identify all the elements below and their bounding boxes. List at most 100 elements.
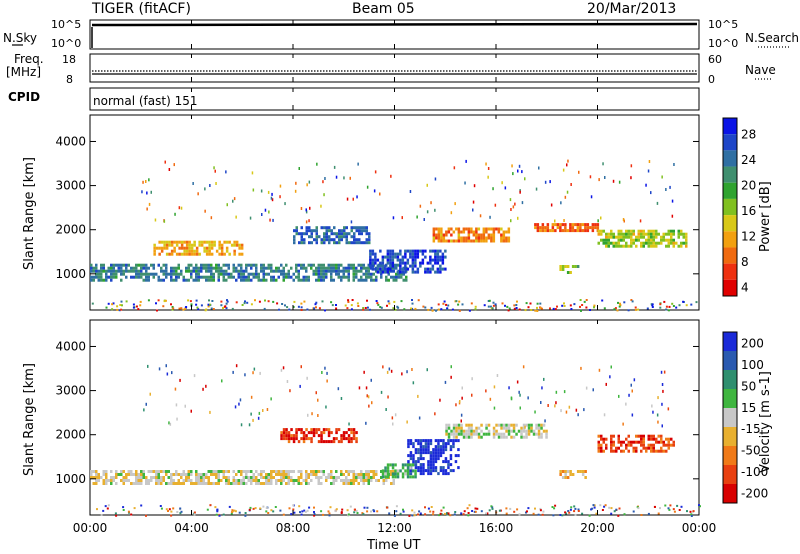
data-cell <box>467 429 471 433</box>
data-cell <box>462 236 466 240</box>
data-cell <box>581 223 585 227</box>
noise-cell <box>233 197 236 201</box>
data-cell <box>381 255 385 259</box>
data-cell <box>584 470 587 473</box>
data-cell <box>150 470 153 473</box>
data-cell <box>300 241 303 245</box>
noise-cell <box>519 406 521 410</box>
noise-cell <box>150 190 152 194</box>
data-cell <box>282 437 286 441</box>
noise-cell <box>326 371 328 375</box>
data-cell <box>322 278 325 282</box>
data-cell <box>120 263 123 267</box>
data-cell <box>369 264 372 268</box>
data-cell <box>627 229 630 233</box>
data-cell <box>655 449 658 453</box>
data-cell <box>389 252 392 256</box>
data-cell <box>332 440 336 444</box>
data-cell <box>160 479 163 482</box>
data-cell <box>207 479 210 482</box>
data-cell <box>475 230 478 234</box>
data-cell <box>120 269 123 273</box>
data-cell <box>419 454 423 458</box>
data-cell <box>480 233 483 237</box>
data-cell <box>217 263 220 267</box>
data-cell <box>392 275 395 279</box>
data-cell <box>457 466 460 470</box>
noise-cell <box>315 391 317 395</box>
power-ylabel: Slant Range [km] <box>22 157 37 270</box>
data-cell <box>467 230 471 234</box>
data-cell <box>647 446 650 450</box>
data-cell <box>434 255 437 259</box>
data-cell <box>660 434 663 438</box>
noise-cell <box>147 364 149 368</box>
data-cell <box>462 239 466 243</box>
data-cell <box>561 223 565 227</box>
noise-cell <box>262 409 264 412</box>
data-cell <box>95 263 98 267</box>
data-cell <box>190 269 193 273</box>
data-cell <box>374 255 377 259</box>
data-cell <box>132 266 135 270</box>
data-cell <box>627 449 630 453</box>
data-cell <box>270 470 273 473</box>
noise-cell <box>293 300 296 303</box>
noise-cell <box>112 302 115 305</box>
colorbar-tick-label: 200 <box>741 337 764 351</box>
data-cell <box>441 252 445 256</box>
data-cell <box>680 229 683 233</box>
noise-cell <box>561 304 564 307</box>
data-cell <box>260 482 263 485</box>
noise-cell <box>430 201 432 205</box>
data-cell <box>362 266 365 270</box>
data-cell <box>429 469 433 473</box>
noise-cell <box>544 419 546 423</box>
noise-cell <box>301 510 304 513</box>
noise-cell <box>353 511 356 514</box>
noise-cell <box>622 422 624 426</box>
data-cell <box>315 272 318 276</box>
data-cell <box>152 275 155 279</box>
data-cell <box>362 473 365 476</box>
data-cell <box>495 227 498 231</box>
data-cell <box>362 476 365 479</box>
data-cell <box>584 476 587 479</box>
noise-cell <box>284 304 286 307</box>
data-cell <box>153 246 156 250</box>
data-cell <box>505 426 508 430</box>
data-cell <box>404 255 407 259</box>
data-cell <box>247 479 250 482</box>
data-cell <box>500 435 503 439</box>
noise-cell <box>116 305 119 308</box>
noise-cell <box>423 218 425 221</box>
data-cell <box>576 470 580 473</box>
data-cell <box>195 482 198 485</box>
data-cell <box>432 466 435 470</box>
data-cell <box>305 278 308 282</box>
data-cell <box>396 270 400 274</box>
data-cell <box>455 429 458 433</box>
data-cell <box>242 476 245 479</box>
data-cell <box>365 269 368 273</box>
noise-cell <box>279 184 282 188</box>
data-cell <box>110 482 113 485</box>
data-cell <box>178 246 181 250</box>
data-cell <box>140 470 143 473</box>
data-cell <box>389 267 392 271</box>
data-cell <box>170 482 173 485</box>
data-cell <box>275 278 278 282</box>
data-cell <box>282 431 286 435</box>
data-cell <box>327 431 331 435</box>
data-cell <box>137 482 140 485</box>
noise-cell <box>386 304 388 307</box>
data-cell <box>389 264 392 268</box>
data-cell <box>208 252 211 256</box>
data-cell <box>386 255 390 259</box>
data-cell <box>411 258 415 262</box>
data-cell <box>455 423 458 427</box>
noise-cell <box>581 512 584 515</box>
data-cell <box>620 443 623 447</box>
data-cell <box>335 272 338 276</box>
data-cell <box>247 476 250 479</box>
